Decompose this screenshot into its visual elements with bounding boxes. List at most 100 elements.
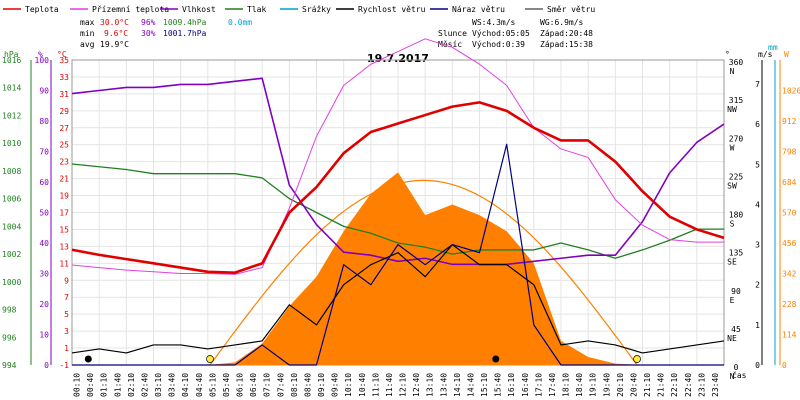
- tick-label-time: 01:40: [113, 373, 122, 397]
- sun-set: Západ:20:48: [540, 29, 593, 38]
- tick-label-solar: 0: [782, 361, 787, 370]
- tick-label-hum: 40: [39, 239, 49, 248]
- legend-entry: Teplota: [25, 5, 59, 14]
- tick-label-hum: 30: [39, 270, 49, 279]
- tick-label-temp: 13: [59, 242, 69, 251]
- tick-label-time: 11:10: [371, 373, 380, 397]
- legend-entry: Srážky: [302, 5, 331, 14]
- tick-label-time: 23:40: [711, 373, 720, 397]
- tick-label-time: 08:10: [290, 373, 299, 397]
- tick-label-temp: 5: [64, 310, 69, 319]
- tick-label-dir-compass: N: [730, 67, 735, 76]
- tick-label-hum: 0: [44, 361, 49, 370]
- tick-label-time: 10:40: [358, 373, 367, 397]
- stat-max-press: 1009.4hPa: [163, 18, 207, 27]
- legend-entry: Přízemní teplota: [92, 5, 169, 14]
- series-n-raz-v-tru: [72, 143, 724, 366]
- tick-label-hum: 10: [39, 331, 49, 340]
- tick-label-press: 1012: [2, 111, 21, 120]
- tick-label-hum: 20: [39, 300, 49, 309]
- sun-label: Slunce: [438, 29, 467, 38]
- tick-label-temp: 17: [59, 209, 69, 218]
- tick-label-wind: 7: [755, 80, 760, 89]
- tick-label-solar: 684: [782, 178, 797, 187]
- tick-label-solar: 342: [782, 270, 797, 279]
- legend-entry: Rychlost větru: [358, 5, 426, 14]
- tick-label-time: 21:40: [657, 373, 666, 397]
- tick-label-temp: 11: [59, 259, 69, 268]
- tick-label-solar: 114: [782, 331, 797, 340]
- axes: hPa% °C1016101410121010100810061004100210…: [2, 43, 800, 397]
- tick-label-time: 00:40: [86, 373, 95, 397]
- tick-label-solar: 1026: [782, 87, 800, 96]
- tick-label-press: 996: [2, 333, 17, 342]
- legend-entry: Směr větru: [547, 5, 595, 14]
- tick-label-dir-compass: NW: [727, 105, 737, 114]
- tick-label-time: 22:10: [670, 373, 679, 397]
- moon-marker: [492, 355, 500, 363]
- tick-label-press: 1002: [2, 250, 21, 259]
- stat-min-label: min: [80, 29, 95, 38]
- tick-label-time: 19:40: [602, 373, 611, 397]
- tick-label-time: 12:10: [399, 373, 408, 397]
- tick-label-time: 00:10: [73, 373, 82, 397]
- tick-label-dir: 360: [729, 58, 744, 67]
- tick-label-temp: 27: [59, 124, 69, 133]
- tick-label-press: 1006: [2, 195, 21, 204]
- tick-label-temp: 15: [59, 225, 69, 234]
- legend-entry: Vlhkost: [182, 5, 216, 14]
- series-teplota: [71, 101, 725, 274]
- tick-label-dir: 90: [731, 287, 741, 296]
- tick-label-time: 18:40: [575, 373, 584, 397]
- tick-label-time: 06:10: [236, 373, 245, 397]
- tick-label-hum: 60: [39, 178, 49, 187]
- tick-label-temp: 23: [59, 158, 69, 167]
- sun-marker: [633, 355, 641, 363]
- tick-label-time: 17:40: [548, 373, 557, 397]
- tick-label-dir-compass: N: [730, 372, 735, 381]
- tick-label-time: 14:10: [453, 373, 462, 397]
- axis-label-press: hPa: [4, 50, 19, 59]
- stat-avg-label: avg: [80, 40, 95, 49]
- tick-label-time: 13:10: [426, 373, 435, 397]
- tick-label-dir-compass: NE: [727, 334, 737, 343]
- axis-label-solar: W: [784, 50, 789, 59]
- axis-label-dir: °: [725, 50, 730, 59]
- tick-label-solar: 228: [782, 300, 797, 309]
- tick-label-press: 1010: [2, 139, 21, 148]
- tick-label-dir: 135: [729, 249, 744, 258]
- sun-rise: Východ:05:05: [472, 29, 530, 38]
- tick-label-temp: 35: [59, 56, 69, 65]
- stat-avg-temp: 19.9°C: [100, 40, 129, 49]
- tick-label-time: 07:40: [276, 373, 285, 397]
- stat-max-hum: 96%: [141, 18, 156, 27]
- tick-label-time: 15:40: [494, 373, 503, 397]
- wind-gust-max: WG:6.9m/s: [540, 18, 584, 27]
- tick-label-hum: 70: [39, 148, 49, 157]
- axis-label-time: čas: [732, 370, 747, 380]
- tick-label-temp: 33: [59, 73, 69, 82]
- stat-rain: 0.0mm: [228, 18, 252, 27]
- tick-label-time: 03:40: [168, 373, 177, 397]
- tick-label-temp: 19: [59, 192, 69, 201]
- axis-label-wind: m/s: [758, 50, 773, 59]
- tick-label-temp: 29: [59, 107, 69, 116]
- tick-label-dir-compass: S: [730, 220, 735, 229]
- legend-entry: Tlak: [247, 5, 266, 14]
- tick-label-wind: 3: [755, 241, 760, 250]
- plot-area: [71, 38, 725, 366]
- tick-label-solar: 912: [782, 117, 797, 126]
- tick-label-time: 04:10: [181, 373, 190, 397]
- series-p-zemn-teplota: [71, 38, 724, 275]
- tick-label-wind: 2: [755, 281, 760, 290]
- tick-label-dir: 0: [734, 363, 739, 372]
- axis-label-hum: %: [38, 50, 43, 59]
- tick-label-press: 1014: [2, 84, 21, 93]
- wind-speed-avg: WS:4.3m/s: [472, 18, 516, 27]
- tick-label-dir-compass: SW: [727, 181, 737, 190]
- wind-sun-info: WS:4.3m/s WG:6.9m/s Slunce Východ:05:05 …: [438, 18, 593, 49]
- tick-label-hum: 90: [39, 87, 49, 96]
- tick-label-temp: 21: [59, 175, 69, 184]
- moon-label: Měsíc: [438, 40, 462, 49]
